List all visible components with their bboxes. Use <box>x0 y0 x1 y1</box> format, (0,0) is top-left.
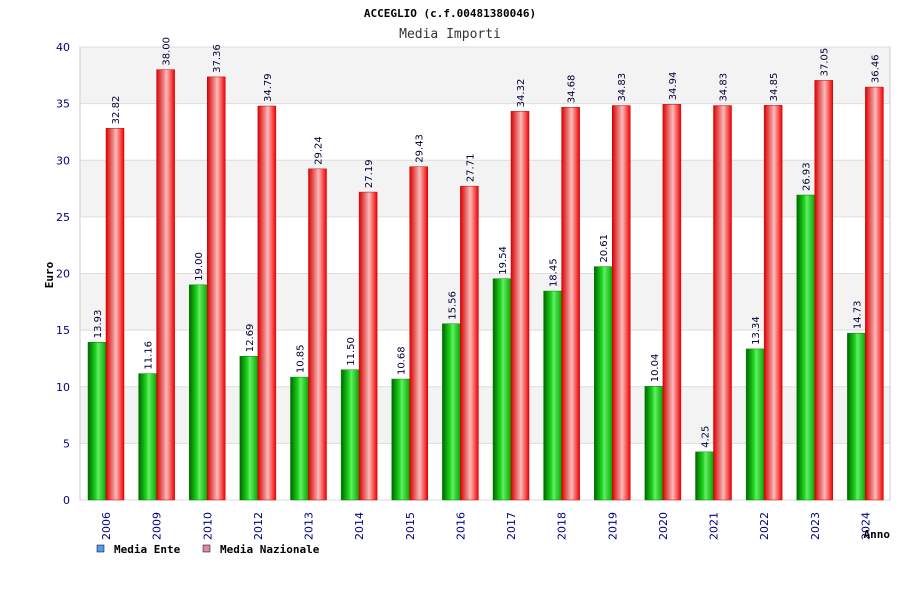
legend-swatch <box>96 544 105 553</box>
x-tick-label: 2014 <box>353 512 366 540</box>
bar-media-ente <box>796 194 815 501</box>
x-tick-label: 2023 <box>809 512 822 540</box>
x-tick-label: 2016 <box>454 512 467 540</box>
x-tick-label: 2012 <box>252 512 265 540</box>
value-label-media-ente: 10.04 <box>650 354 661 383</box>
bar-media-ente <box>644 386 664 501</box>
bar-media-nazionale <box>662 104 682 501</box>
value-label-media-ente: 4.25 <box>701 426 712 448</box>
bar-media-ente <box>87 341 107 501</box>
bar-media-nazionale <box>865 86 884 501</box>
value-label-media-nazionale: 32.82 <box>111 96 122 125</box>
value-label-media-ente: 12.69 <box>245 324 256 353</box>
y-tick-label: 15 <box>56 324 70 337</box>
value-label-media-nazionale: 27.19 <box>364 159 375 188</box>
legend-swatch <box>202 544 211 553</box>
x-tick-label: 2020 <box>657 512 670 540</box>
value-label-media-ente: 10.85 <box>296 344 307 373</box>
bar-media-nazionale <box>713 105 732 501</box>
value-label-media-nazionale: 37.36 <box>212 44 223 73</box>
value-label-media-ente: 11.50 <box>346 337 357 366</box>
value-label-media-nazionale: 34.94 <box>668 72 679 101</box>
value-label-media-nazionale: 34.79 <box>263 73 274 102</box>
y-tick-label: 10 <box>56 381 70 394</box>
bar-media-nazionale <box>561 106 580 501</box>
y-tick-label: 0 <box>63 494 70 507</box>
x-tick-label: 2006 <box>100 512 113 540</box>
y-axis-label: Euro <box>43 261 56 288</box>
bar-media-ente <box>594 266 613 501</box>
bar-media-nazionale <box>814 80 833 501</box>
bar-media-ente <box>138 373 157 501</box>
legend-label: Media Ente <box>114 543 181 556</box>
value-label-media-ente: 20.61 <box>599 234 610 263</box>
value-label-media-ente: 13.34 <box>751 316 762 345</box>
bar-media-nazionale <box>460 185 479 501</box>
bar-media-ente <box>695 451 714 501</box>
value-label-media-ente: 14.73 <box>852 301 863 330</box>
bar-media-nazionale <box>308 168 327 501</box>
value-label-media-nazionale: 29.43 <box>415 134 426 163</box>
x-tick-label: 2010 <box>201 512 214 540</box>
bar-media-nazionale <box>510 111 530 501</box>
bar-media-nazionale <box>105 128 125 501</box>
value-label-media-ente: 10.68 <box>397 346 408 375</box>
bar-media-ente <box>847 332 866 501</box>
bar-media-ente <box>543 290 562 501</box>
x-tick-label: 2013 <box>303 512 316 540</box>
x-tick-label: 2024 <box>859 512 872 540</box>
chart-title: ACCEGLIO (c.f.00481380046) <box>364 7 536 20</box>
value-label-media-nazionale: 34.83 <box>719 73 730 102</box>
value-label-media-ente: 15.56 <box>447 291 458 320</box>
y-tick-label: 20 <box>56 268 70 281</box>
bar-media-ente <box>189 284 208 501</box>
x-tick-label: 2009 <box>151 512 164 540</box>
value-label-media-ente: 11.16 <box>144 341 155 370</box>
y-tick-label: 25 <box>56 211 70 224</box>
x-tick-label: 2022 <box>758 512 771 540</box>
bar-media-ente <box>239 356 259 501</box>
value-label-media-ente: 19.00 <box>194 252 205 281</box>
x-axis-label: Anno <box>864 528 891 541</box>
x-tick-label: 2015 <box>404 512 417 540</box>
legend-label: Media Nazionale <box>220 543 320 556</box>
bar-media-nazionale <box>257 105 277 501</box>
y-tick-label: 5 <box>63 437 70 450</box>
x-tick-label: 2021 <box>708 512 721 540</box>
x-tick-label: 2019 <box>606 512 619 540</box>
value-label-media-nazionale: 34.32 <box>516 79 527 108</box>
value-label-media-ente: 26.93 <box>802 162 813 191</box>
x-tick-label: 2018 <box>556 512 569 540</box>
bar-media-ente <box>442 323 461 501</box>
value-label-media-nazionale: 34.68 <box>567 75 578 104</box>
bar-media-ente <box>340 369 360 501</box>
bar-media-nazionale <box>156 69 175 501</box>
bar-media-nazionale <box>409 166 428 501</box>
value-label-media-ente: 13.93 <box>93 310 104 339</box>
bar-media-ente <box>492 278 512 501</box>
bar-media-nazionale <box>207 76 226 501</box>
value-label-media-nazionale: 37.05 <box>820 48 831 77</box>
y-tick-label: 30 <box>56 154 70 167</box>
value-label-media-ente: 19.54 <box>498 246 509 275</box>
y-tick-label: 35 <box>56 98 70 111</box>
value-label-media-ente: 18.45 <box>549 258 560 287</box>
value-label-media-nazionale: 29.24 <box>314 136 325 165</box>
value-label-media-nazionale: 34.85 <box>769 73 780 102</box>
bar-media-nazionale <box>763 105 783 501</box>
value-label-media-nazionale: 34.83 <box>617 73 628 102</box>
bar-media-ente <box>391 378 410 501</box>
value-label-media-nazionale: 36.46 <box>870 54 881 83</box>
bar-media-nazionale <box>358 191 378 501</box>
value-label-media-nazionale: 38.00 <box>162 37 173 66</box>
y-tick-label: 40 <box>56 41 70 54</box>
bar-media-nazionale <box>612 105 631 501</box>
value-label-media-nazionale: 27.71 <box>465 154 476 183</box>
bar-media-ente <box>290 376 309 501</box>
bar-media-ente <box>745 348 765 501</box>
x-tick-label: 2017 <box>505 512 518 540</box>
chart-subtitle: Media Importi <box>399 27 501 42</box>
